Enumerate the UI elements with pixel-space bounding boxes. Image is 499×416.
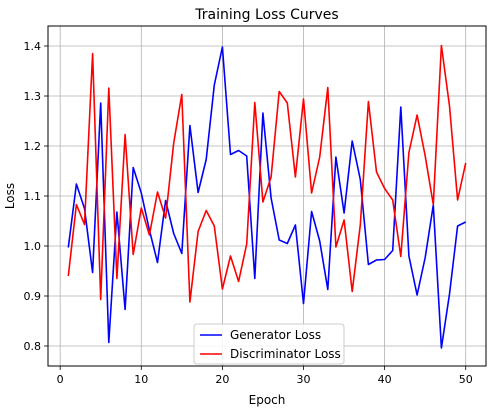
chart-title: Training Loss Curves [194, 7, 338, 23]
y-tick-label: 0.9 [24, 290, 42, 303]
y-axis-label: Loss [3, 183, 17, 209]
legend-label-discriminator-loss: Discriminator Loss [230, 347, 341, 361]
x-tick-label: 40 [378, 373, 392, 386]
x-tick-label: 50 [459, 373, 473, 386]
x-tick-label: 20 [215, 373, 229, 386]
legend: Generator Loss Discriminator Loss [193, 323, 345, 365]
y-tick-label: 1.0 [24, 240, 42, 253]
y-tick-label: 0.8 [24, 340, 42, 353]
x-tick-label: 0 [57, 373, 64, 386]
axis-ticks: 0 10 20 30 40 50 0.8 0.9 1.0 1.1 1.2 1.3 1.4 [24, 40, 473, 386]
y-tick-label: 1.4 [24, 40, 42, 53]
x-tick-label: 10 [134, 373, 148, 386]
legend-box [193, 323, 345, 365]
series-line-discriminator-loss [67, 44, 467, 303]
series-line-generator-loss [67, 46, 467, 349]
y-tick-label: 1.2 [24, 140, 42, 153]
legend-label-generator-loss: Generator Loss [230, 328, 321, 342]
x-tick-label: 30 [297, 373, 311, 386]
y-tick-label: 1.1 [24, 190, 42, 203]
x-axis-label: Epoch [249, 393, 286, 407]
y-tick-label: 1.3 [24, 90, 42, 103]
series-lines [67, 44, 467, 349]
